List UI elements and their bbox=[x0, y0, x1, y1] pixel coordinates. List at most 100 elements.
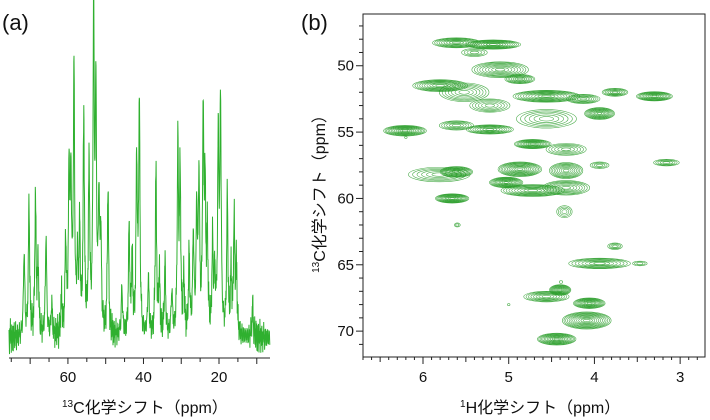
contour-level bbox=[401, 129, 409, 132]
contour-level bbox=[514, 186, 552, 195]
contour-level bbox=[551, 144, 582, 154]
contour-level bbox=[515, 139, 551, 149]
y-tick-label: 70 bbox=[337, 323, 354, 340]
contour-level bbox=[636, 262, 644, 265]
isotope-superscript: 1 bbox=[460, 399, 466, 410]
cross-peak bbox=[558, 280, 564, 284]
contour-level bbox=[655, 159, 678, 166]
contour-level bbox=[553, 164, 579, 177]
contour-level bbox=[570, 314, 603, 327]
contour-level bbox=[638, 92, 671, 101]
contour-level bbox=[583, 319, 591, 322]
contour-level bbox=[519, 140, 546, 148]
contour-level bbox=[439, 166, 474, 178]
contour-level bbox=[552, 183, 580, 193]
contour-level bbox=[577, 299, 602, 308]
contour-level bbox=[479, 127, 500, 132]
axis-title-text: C化学シフト（ppm） bbox=[312, 107, 329, 262]
contour-level bbox=[472, 99, 508, 112]
panel-b-contours bbox=[383, 37, 680, 346]
cross-peak bbox=[573, 297, 606, 309]
contour-level bbox=[438, 82, 490, 102]
contour-level bbox=[591, 162, 608, 169]
contour-level bbox=[523, 188, 542, 193]
cross-peak bbox=[561, 311, 612, 330]
contour-level bbox=[443, 121, 470, 130]
contour-level bbox=[651, 95, 658, 98]
contour-level bbox=[535, 293, 558, 300]
contour-level bbox=[555, 184, 578, 192]
cross-peak bbox=[497, 161, 543, 177]
contour-level bbox=[552, 163, 581, 178]
contour-level bbox=[537, 94, 556, 99]
contour-level bbox=[573, 297, 606, 309]
contour-level bbox=[542, 334, 571, 344]
contour-level bbox=[438, 194, 466, 203]
contour-level bbox=[534, 93, 559, 99]
contour-level bbox=[496, 179, 517, 186]
contour-level bbox=[653, 158, 680, 167]
contour-level bbox=[480, 42, 506, 47]
contour-level bbox=[507, 303, 511, 306]
contour-level bbox=[550, 285, 570, 295]
contour-level bbox=[662, 161, 671, 164]
contour-level bbox=[560, 167, 572, 174]
contour-level bbox=[551, 337, 562, 341]
contour-level bbox=[395, 128, 415, 134]
contour-level bbox=[504, 74, 536, 84]
contour-level bbox=[451, 87, 478, 98]
contour-level bbox=[389, 126, 421, 135]
cross-peak bbox=[507, 303, 511, 306]
contour-level bbox=[476, 62, 524, 77]
contour-level bbox=[528, 92, 565, 100]
contour-level bbox=[554, 286, 567, 294]
contour-level bbox=[549, 284, 571, 296]
contour-level bbox=[442, 195, 463, 202]
contour-level bbox=[582, 300, 597, 306]
contour-level bbox=[436, 193, 469, 204]
contour-level bbox=[557, 166, 576, 176]
x-tick-label: 6 bbox=[419, 369, 427, 386]
contour-level bbox=[559, 207, 570, 216]
contour-level bbox=[609, 90, 621, 95]
contour-level bbox=[471, 40, 515, 49]
cross-peak bbox=[537, 332, 577, 346]
contour-level bbox=[574, 315, 600, 326]
contour-level bbox=[469, 50, 479, 55]
contour-level bbox=[524, 141, 542, 147]
contour-level bbox=[641, 92, 668, 100]
contour-level bbox=[477, 101, 502, 110]
cross-peak bbox=[489, 176, 524, 189]
contour-level bbox=[608, 243, 622, 250]
contour-level bbox=[588, 109, 611, 118]
axis-title-text: C化学シフト（ppm） bbox=[73, 400, 228, 417]
contour-level bbox=[442, 167, 471, 177]
y-tick-label: 50 bbox=[337, 58, 354, 75]
cross-peak bbox=[471, 61, 529, 78]
contour-level bbox=[649, 94, 660, 98]
contour-level bbox=[516, 139, 549, 149]
cross-peak bbox=[589, 161, 610, 169]
panel-a-x-axis: 60 40 20 bbox=[9, 357, 270, 386]
contour-level bbox=[488, 66, 513, 74]
contour-level bbox=[558, 288, 563, 292]
contour-level bbox=[510, 76, 529, 82]
contour-level bbox=[522, 141, 543, 147]
contour-level bbox=[570, 95, 597, 103]
contour-level bbox=[643, 93, 666, 100]
contour-level bbox=[595, 111, 604, 116]
contour-level bbox=[414, 79, 466, 92]
contour-level bbox=[553, 286, 568, 294]
contour-level bbox=[516, 77, 523, 81]
contour-level bbox=[561, 209, 568, 214]
x-tick-label: 20 bbox=[211, 369, 228, 386]
contour-level bbox=[479, 63, 521, 76]
contour-level bbox=[579, 97, 588, 101]
contour-level bbox=[541, 95, 552, 98]
contour-level bbox=[518, 140, 548, 148]
contour-level bbox=[485, 128, 495, 131]
contour-level bbox=[565, 312, 609, 329]
contour-level bbox=[561, 311, 612, 330]
contour-level bbox=[499, 162, 541, 177]
contour-level bbox=[449, 123, 464, 128]
